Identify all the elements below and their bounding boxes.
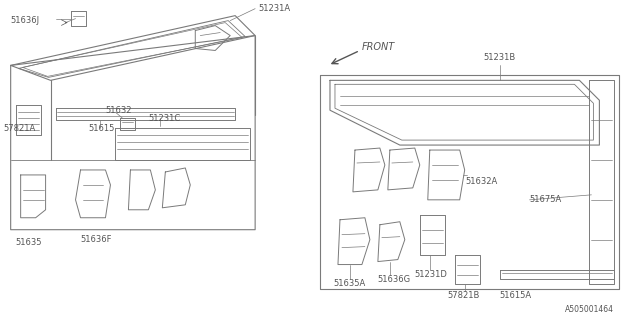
Text: FRONT: FRONT xyxy=(362,43,395,52)
Text: 51636G: 51636G xyxy=(378,275,411,284)
Text: 51636F: 51636F xyxy=(81,235,112,244)
Text: A505001464: A505001464 xyxy=(565,305,614,314)
Text: 51635A: 51635A xyxy=(333,279,365,288)
Text: 51231D: 51231D xyxy=(415,269,447,278)
Text: 51231C: 51231C xyxy=(148,114,180,123)
Text: 51675A: 51675A xyxy=(529,195,562,204)
Text: 51636J: 51636J xyxy=(11,16,40,25)
Text: 51615A: 51615A xyxy=(500,292,532,300)
Text: 51632A: 51632A xyxy=(466,177,498,187)
Text: 51231A: 51231A xyxy=(258,4,291,13)
Text: 51632: 51632 xyxy=(106,106,132,115)
Text: 51615: 51615 xyxy=(88,124,115,132)
Text: 57821A: 57821A xyxy=(4,124,36,132)
Text: 57821B: 57821B xyxy=(448,292,480,300)
Text: 51231B: 51231B xyxy=(483,53,516,62)
Text: 51635: 51635 xyxy=(15,238,42,247)
